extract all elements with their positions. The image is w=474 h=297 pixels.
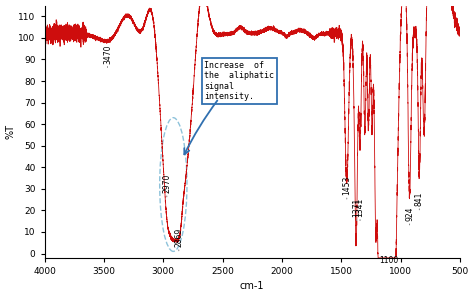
- Text: 1453: 1453: [342, 176, 351, 195]
- Text: 1100: 1100: [379, 256, 398, 265]
- Text: Increase  of
the  aliphatic
signal
intensity.: Increase of the aliphatic signal intensi…: [204, 61, 274, 101]
- X-axis label: cm-1: cm-1: [240, 282, 264, 291]
- Text: 924: 924: [405, 207, 414, 221]
- Text: 841: 841: [415, 192, 424, 206]
- Text: 1371: 1371: [352, 198, 361, 217]
- Text: 2869: 2869: [174, 228, 183, 247]
- Text: 2970: 2970: [162, 174, 171, 193]
- Text: 3470: 3470: [103, 44, 112, 64]
- Text: 1341: 1341: [356, 198, 365, 217]
- Y-axis label: %T: %T: [6, 124, 16, 139]
